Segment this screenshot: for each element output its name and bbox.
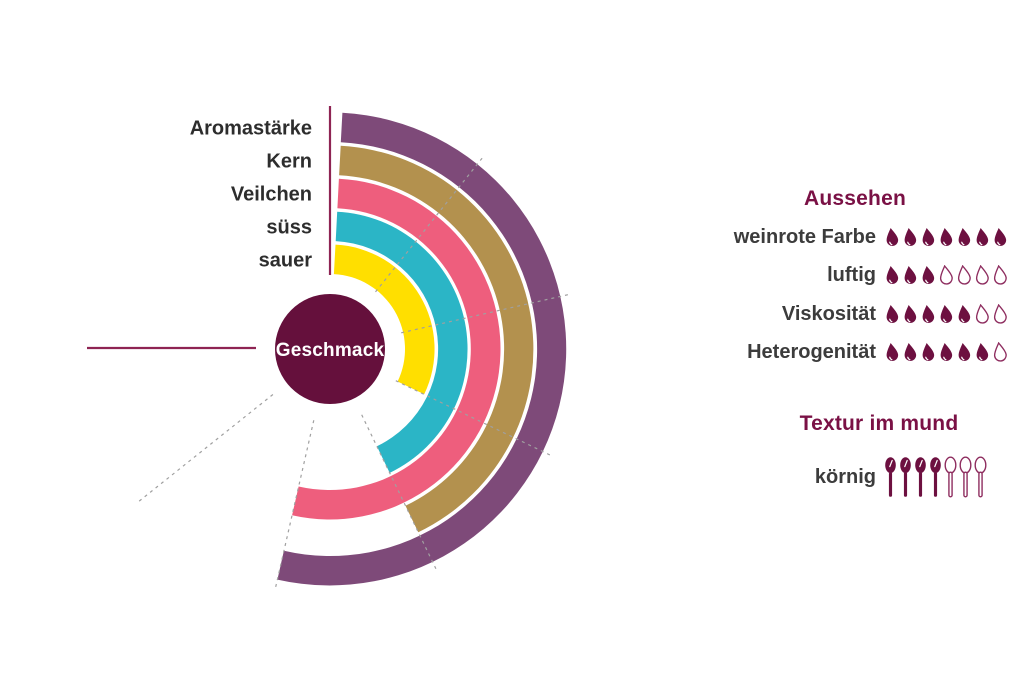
- spoon-icon-filled: [899, 456, 912, 498]
- drop-icon-filled: [920, 304, 936, 325]
- textur-section-title: Textur im mund: [799, 412, 959, 435]
- rating-row-weinrote-farbe: weinrote Farbe: [690, 218, 1024, 257]
- textur-rows: körnig: [690, 452, 1024, 502]
- rating-icons-koernig: [884, 456, 989, 498]
- drop-icon-filled: [902, 227, 918, 248]
- ring-label-sauer: sauer: [259, 249, 313, 271]
- spoon-icon-filled: [884, 456, 897, 498]
- drop-icon-filled: [902, 304, 918, 325]
- gridline-5: [275, 420, 315, 588]
- gridline-1: [375, 157, 483, 293]
- drop-icon-filled: [920, 265, 936, 286]
- rating-row-koernig: körnig: [690, 452, 1024, 502]
- spoon-icon-empty: [944, 456, 957, 498]
- drop-icon-filled: [974, 342, 990, 363]
- rating-label-weinrote-farbe: weinrote Farbe: [733, 225, 876, 248]
- ring-label-aromastaerke: Aromastärke: [190, 117, 312, 139]
- ring-label-veilchen: Veilchen: [231, 183, 312, 205]
- drop-icon-filled: [884, 304, 900, 325]
- drop-icon-filled: [938, 227, 954, 248]
- drop-icon-empty: [992, 303, 1008, 325]
- rating-label-luftig: luftig: [827, 264, 876, 287]
- ring-label-suess: süss: [266, 216, 312, 238]
- drop-icon-filled: [956, 227, 972, 248]
- drop-icon-filled: [920, 342, 936, 363]
- drop-icon-empty: [974, 303, 990, 325]
- rating-label-heterogenitaet: Heterogenität: [747, 341, 876, 364]
- gridline-4: [361, 414, 437, 570]
- rating-icons-luftig: [884, 265, 1010, 286]
- center-circle: [275, 294, 385, 404]
- rating-icons-heterogenitaet: [884, 342, 1010, 363]
- rating-icons-viskositaet: [884, 303, 1010, 325]
- drop-icon-filled: [920, 227, 936, 248]
- gridline-2: [401, 294, 569, 334]
- aussehen-rows: weinrote Farbe luftig Viskosität Heterogeni…: [690, 218, 1024, 372]
- drop-icon-filled: [974, 227, 990, 248]
- drop-icon-filled: [884, 265, 900, 286]
- drop-icon-filled: [956, 342, 972, 363]
- drop-icon-filled: [938, 342, 954, 363]
- spoon-icon-empty: [959, 456, 972, 498]
- drop-icon-empty: [956, 265, 972, 286]
- geschmack-radial-chart: Geschmack Aromastärke Kern Veilchen süss saue…: [87, 106, 569, 588]
- drop-icon-empty: [938, 265, 954, 286]
- right-panel: Aussehen weinrote Farbe luftig Viskosität H…: [690, 0, 1024, 697]
- drop-icon-filled: [938, 304, 954, 325]
- ring-arc-veilchen: [292, 178, 501, 520]
- drop-icon-filled: [902, 342, 918, 363]
- drop-icon-filled: [992, 227, 1008, 248]
- rating-row-viskositaet: Viskosität: [690, 295, 1024, 334]
- gridline-3: [395, 380, 551, 456]
- drop-icon-filled: [884, 342, 900, 363]
- ring-arc-kern: [339, 145, 534, 533]
- gridline-6: [138, 394, 274, 502]
- drop-icon-empty: [974, 265, 990, 286]
- drop-icon-empty: [992, 265, 1008, 286]
- ring-arc-suess: [335, 211, 468, 473]
- rating-row-heterogenitaet: Heterogenität: [690, 334, 1024, 373]
- drop-icon-filled: [902, 265, 918, 286]
- spoon-icon-empty: [974, 456, 987, 498]
- ring-label-kern: Kern: [266, 150, 312, 172]
- spoon-icon-filled: [914, 456, 927, 498]
- drop-icon-filled: [884, 227, 900, 248]
- ring-arc-sauer: [333, 244, 435, 395]
- spoon-icon-filled: [929, 456, 942, 498]
- rating-label-viskositaet: Viskosität: [781, 302, 876, 325]
- drop-icon-filled: [956, 304, 972, 325]
- center-label: Geschmack: [276, 340, 385, 361]
- rating-icons-weinrote-farbe: [884, 227, 1010, 248]
- drop-icon-empty: [992, 342, 1008, 363]
- aussehen-section-title: Aussehen: [804, 187, 906, 210]
- rating-label-koernig: körnig: [814, 465, 876, 488]
- rating-row-luftig: luftig: [690, 257, 1024, 296]
